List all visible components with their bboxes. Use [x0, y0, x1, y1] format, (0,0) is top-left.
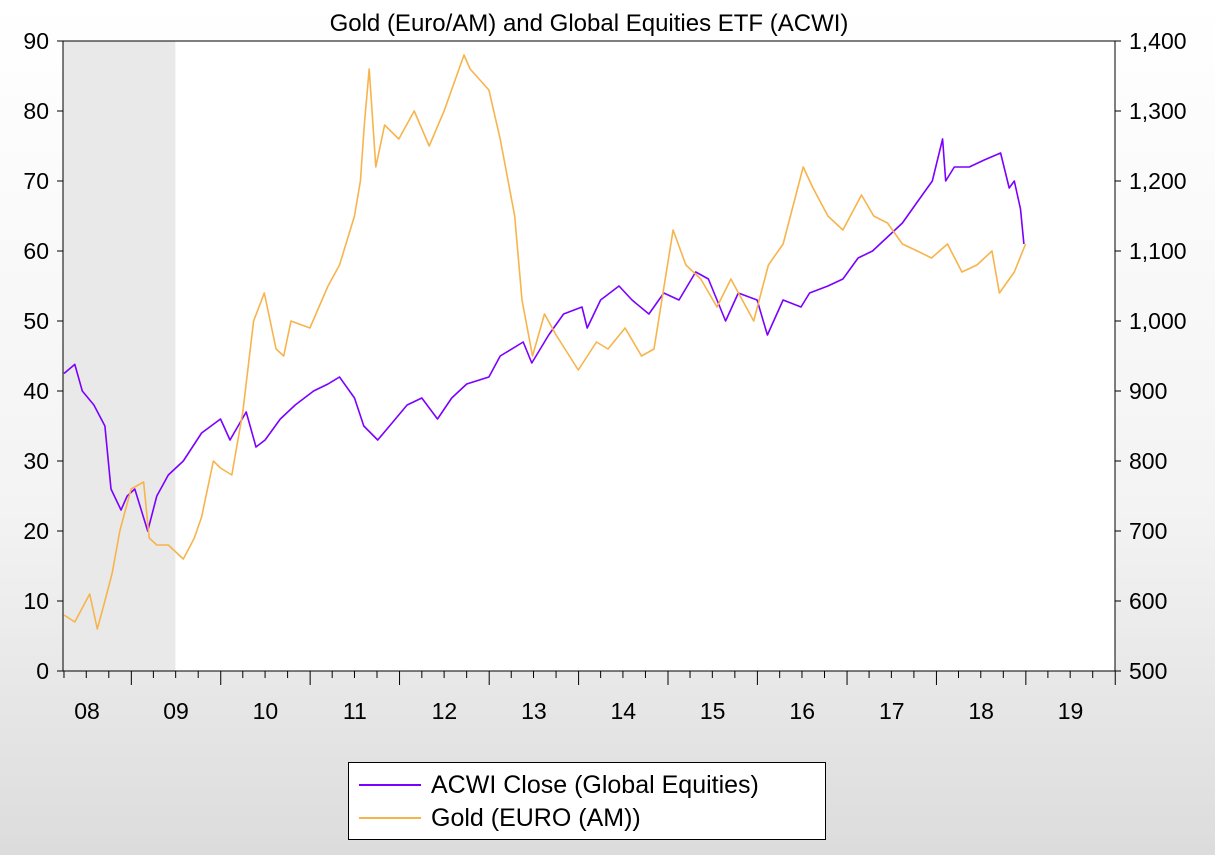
x-tick-label: 09	[163, 698, 189, 724]
x-tick-label: 08	[74, 698, 100, 724]
right-tick-label: 800	[1129, 448, 1167, 474]
x-tick-label: 15	[700, 698, 726, 724]
right-tick-label: 1,200	[1129, 168, 1187, 194]
x-tick-label: 12	[432, 698, 458, 724]
right-tick-label: 1,100	[1129, 238, 1187, 264]
series-line-acwi	[63, 138, 1025, 532]
left-tick-label: 50	[23, 308, 49, 334]
left-tick-label: 60	[23, 238, 49, 264]
left-tick-label: 90	[23, 28, 49, 54]
right-tick-label: 1,400	[1129, 28, 1187, 54]
shaded-period	[63, 41, 176, 671]
right-tick-label: 500	[1129, 658, 1167, 684]
x-tick-label: 18	[968, 698, 994, 724]
left-tick-label: 30	[23, 448, 49, 474]
series-line-gold	[63, 54, 1027, 630]
x-tick-label: 13	[521, 698, 547, 724]
right-tick-label: 1,300	[1129, 98, 1187, 124]
right-tick-label: 600	[1129, 588, 1167, 614]
x-tick-label: 19	[1058, 698, 1084, 724]
left-tick-label: 80	[23, 98, 49, 124]
chart-title: Gold (Euro/AM) and Global Equities ETF (…	[330, 10, 849, 37]
left-tick-label: 40	[23, 378, 49, 404]
right-tick-label: 1,000	[1129, 308, 1187, 334]
legend-label-acwi: ACWI Close (Global Equities)	[431, 770, 759, 799]
legend-item-gold: Gold (EURO (AM))	[359, 803, 641, 833]
x-tick-label: 10	[253, 698, 279, 724]
left-tick-label: 20	[23, 518, 49, 544]
right-tick-label: 700	[1129, 518, 1167, 544]
legend-swatch-gold	[359, 817, 421, 819]
legend: ACWI Close (Global Equities) Gold (EURO …	[348, 762, 826, 840]
x-tick-label: 16	[789, 698, 815, 724]
plot-area	[63, 41, 1115, 671]
left-tick-label: 70	[23, 168, 49, 194]
x-tick-label: 17	[879, 698, 905, 724]
left-tick-label: 0	[36, 658, 49, 684]
right-tick-label: 900	[1129, 378, 1167, 404]
legend-swatch-acwi	[359, 784, 421, 786]
plot-frame	[62, 40, 1116, 672]
legend-label-gold: Gold (EURO (AM))	[431, 803, 641, 832]
left-tick-label: 10	[23, 588, 49, 614]
x-tick-label: 11	[343, 698, 367, 724]
chart-svg: 0 10 20 30 40 50 60 70 80 90 500 600 700 800 900 1,000 1…	[23, 10, 1187, 724]
x-tick-label: 14	[610, 698, 636, 724]
legend-item-acwi: ACWI Close (Global Equities)	[359, 770, 759, 800]
